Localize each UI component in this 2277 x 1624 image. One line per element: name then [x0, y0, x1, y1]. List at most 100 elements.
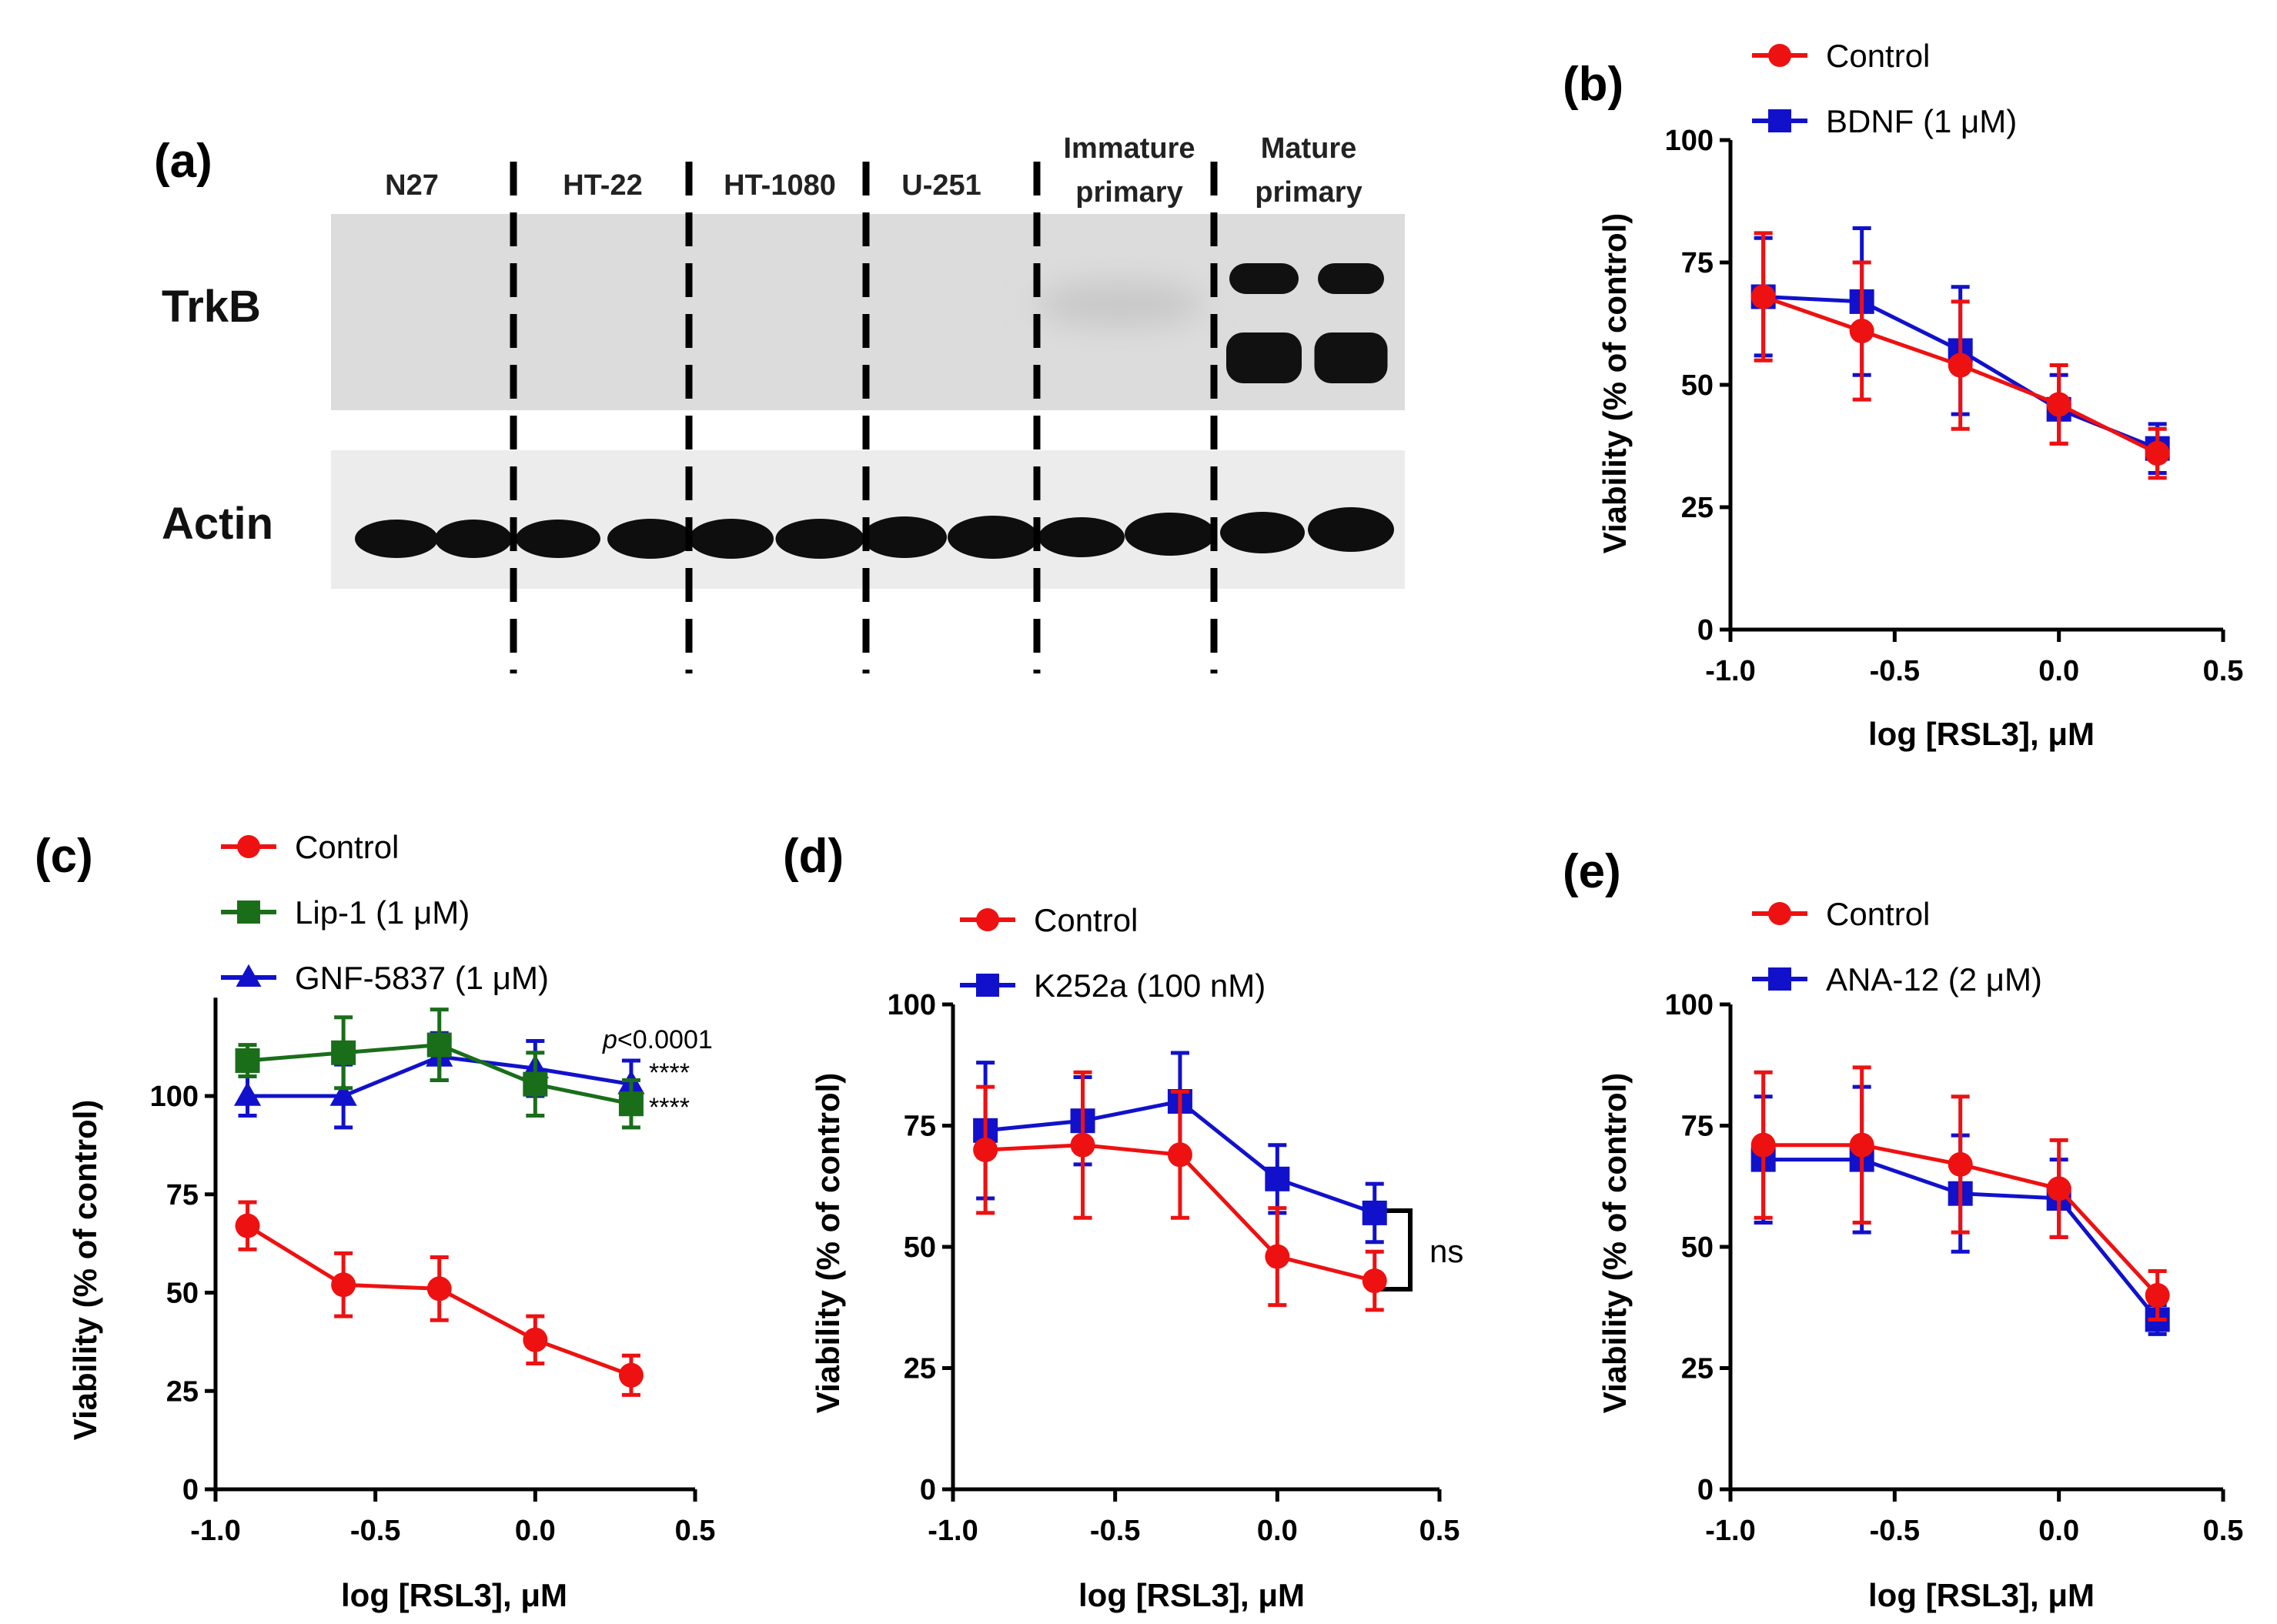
- y-tick-label: 25: [904, 1353, 936, 1385]
- data-point: [426, 1276, 452, 1302]
- trkb-band: [1226, 332, 1302, 383]
- legend-marker: [237, 901, 260, 924]
- panel-e-chart: 0 25 50 75 100 -1.0 -0.5 0.0 0.5 Control ANA-12 (2…: [1665, 896, 2244, 1547]
- lane-label: Mature: [1261, 132, 1357, 165]
- data-point: [1070, 1132, 1095, 1158]
- panel-d-significance-bracket: [1373, 1208, 1413, 1292]
- panel-c-stars-gnf: ****: [649, 1058, 690, 1088]
- lane-label: HT-22: [563, 169, 642, 202]
- panel-b-ylabel: Viability (% of control): [1597, 213, 1633, 554]
- legend-marker: [976, 974, 999, 997]
- trkb-faint-band: [1035, 281, 1205, 327]
- panel-d-label: (d): [783, 830, 844, 883]
- x-tick-label: -1.0: [1705, 1515, 1755, 1547]
- y-tick-label: 75: [1681, 247, 1714, 279]
- x-tick-label: 0.5: [2203, 655, 2244, 687]
- panel-c-xlabel: log [RSL3], μM: [341, 1577, 567, 1613]
- panel-e-ylabel: Viability (% of control): [1597, 1073, 1633, 1414]
- row-label-actin: Actin: [162, 499, 273, 549]
- y-tick-label: 75: [166, 1179, 199, 1211]
- panel-c-ylabel: Viability (% of control): [67, 1100, 103, 1441]
- data-point: [1849, 319, 1874, 344]
- legend-marker: [1768, 109, 1791, 132]
- legend-label: ANA-12 (2 μM): [1826, 961, 2042, 997]
- x-tick-label: 0.0: [515, 1515, 556, 1547]
- panel-b-label: (b): [1563, 58, 1623, 111]
- x-tick-label: -0.5: [1090, 1515, 1140, 1547]
- x-tick-label: -1.0: [190, 1515, 240, 1547]
- panel-e: (e) Viability (% of control) log [RSL3],…: [1563, 845, 2243, 1613]
- panel-d: (d) Viability (% of control) log [RSL3],…: [783, 830, 1463, 1613]
- actin-band: [516, 520, 600, 558]
- lane-label: U-251: [901, 169, 981, 202]
- actin-band: [948, 516, 1038, 559]
- x-tick-label: 0.5: [1419, 1515, 1460, 1547]
- data-point: [1362, 1200, 1387, 1225]
- trkb-band: [1318, 263, 1384, 294]
- panel-e-label: (e): [1563, 845, 1621, 898]
- data-point: [523, 1071, 548, 1097]
- data-point: [2145, 1283, 2170, 1308]
- legend-label: Control: [1826, 38, 1930, 74]
- data-point: [426, 1032, 452, 1058]
- y-tick-label: 25: [1681, 1353, 1714, 1385]
- legend-marker: [1768, 902, 1791, 925]
- panel-c-stars-lip1: ****: [649, 1093, 690, 1122]
- blot-panel: (a) TrkB Actin N27 HT-22 HT-1080 U-251 I…: [154, 132, 1405, 673]
- data-point: [1362, 1268, 1387, 1294]
- data-point: [331, 1040, 356, 1065]
- x-tick-label: 0.5: [675, 1515, 716, 1547]
- y-tick-label: 0: [1697, 614, 1714, 647]
- actin-band: [1308, 507, 1394, 552]
- legend-label: K252a (100 nM): [1034, 967, 1266, 1004]
- legend-label: Control: [1826, 896, 1930, 932]
- legend-label: GNF-5837 (1 μM): [295, 960, 549, 996]
- x-tick-label: 0.0: [2038, 655, 2079, 687]
- panel-d-ylabel: Viability (% of control): [810, 1073, 846, 1414]
- lane-label: Immature: [1063, 132, 1195, 165]
- y-tick-label: 100: [150, 1081, 199, 1113]
- data-point: [973, 1138, 998, 1162]
- data-point: [523, 1327, 548, 1352]
- actin-band: [1220, 512, 1305, 553]
- legend-marker: [237, 835, 260, 858]
- actin-band: [862, 516, 947, 558]
- y-tick-label: 25: [166, 1375, 199, 1408]
- panel-e-xlabel: log [RSL3], μM: [1868, 1577, 2095, 1613]
- legend-marker: [1768, 967, 1791, 991]
- panel-c-label: (c): [35, 830, 93, 883]
- lane-label: primary: [1255, 176, 1362, 209]
- y-tick-label: 100: [1665, 989, 1714, 1021]
- data-point: [2046, 392, 2071, 417]
- x-tick-label: -1.0: [928, 1515, 978, 1547]
- y-tick-label: 75: [904, 1111, 936, 1143]
- y-tick-label: 50: [1681, 1231, 1714, 1264]
- data-point: [1750, 1132, 1776, 1158]
- data-point: [1265, 1166, 1290, 1191]
- actin-band: [689, 519, 774, 559]
- panel-b: (b) Viability (% of control) log [RSL3],…: [1563, 38, 2243, 752]
- panel-d-xlabel: log [RSL3], μM: [1078, 1577, 1305, 1613]
- data-point: [2046, 1176, 2071, 1201]
- y-tick-label: 0: [182, 1474, 199, 1506]
- data-point: [2145, 441, 2170, 466]
- legend-marker: [976, 908, 999, 931]
- lane-label: HT-1080: [724, 169, 836, 202]
- y-tick-label: 100: [1665, 125, 1714, 157]
- data-point: [618, 1362, 644, 1388]
- x-tick-label: -0.5: [350, 1515, 400, 1547]
- y-tick-label: 0: [1697, 1474, 1714, 1506]
- panel-c-chart: 0 25 50 75 100 -1.0 -0.5 0.0 0.5 Control Lip-1 (1 …: [150, 829, 716, 1547]
- trkb-band: [1314, 332, 1388, 383]
- y-tick-label: 25: [1681, 492, 1714, 524]
- data-point: [1265, 1244, 1290, 1269]
- actin-band: [1038, 517, 1125, 557]
- data-point: [618, 1091, 644, 1117]
- data-point: [1750, 284, 1776, 309]
- legend-label: Lip-1 (1 μM): [295, 894, 470, 931]
- y-tick-label: 0: [920, 1474, 936, 1506]
- y-tick-label: 100: [888, 989, 936, 1021]
- actin-band: [355, 520, 438, 558]
- legend-marker: [1768, 44, 1791, 67]
